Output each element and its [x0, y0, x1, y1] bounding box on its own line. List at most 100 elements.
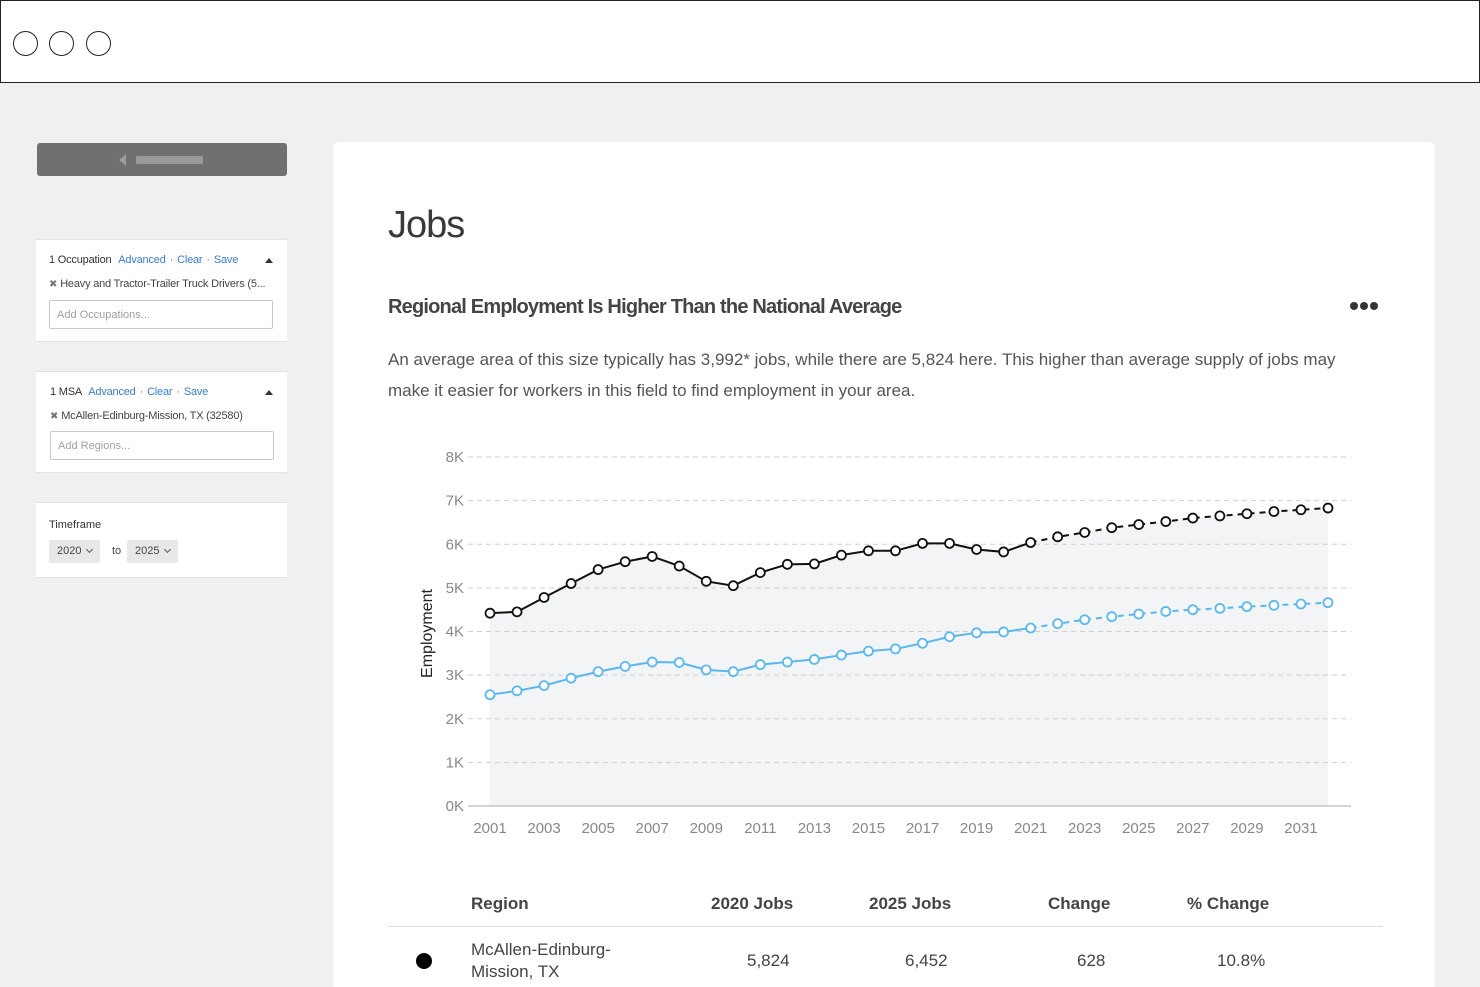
series-1-point: [863, 645, 874, 657]
back-arrow-icon: [119, 154, 126, 166]
table-header-change[interactable]: Change: [1048, 894, 1111, 913]
collapse-caret-icon[interactable]: [265, 390, 273, 395]
y-tick-label: 4K: [446, 624, 464, 641]
series-1-point: [484, 689, 496, 701]
series-1-point: [808, 654, 820, 665]
y-axis-label: Employment: [419, 588, 436, 677]
timeframe-from-select[interactable]: 2020: [49, 540, 101, 563]
series-1-point: [1160, 606, 1172, 617]
series-1-point: [1187, 604, 1199, 616]
remove-x-icon[interactable]: ✖: [50, 411, 59, 422]
series-0-point: [863, 545, 874, 557]
series-1-point: [1295, 598, 1307, 610]
series-1-point: [727, 666, 739, 678]
series-0-point: [1295, 504, 1307, 516]
window-minimize-button[interactable]: [49, 31, 74, 56]
section-title: Regional Employment Is Higher Than the N…: [388, 296, 902, 318]
region-clear-link[interactable]: Clear: [147, 386, 173, 398]
region-filter-header: 1 MSA Advanced · Clear · Save: [50, 386, 209, 398]
y-tick-label: 3K: [446, 667, 464, 684]
occupation-clear-link[interactable]: Clear: [177, 254, 203, 266]
occupation-save-link[interactable]: Save: [213, 254, 239, 266]
series-1-point: [700, 664, 712, 676]
series-0-point: [484, 607, 496, 619]
series-0-point: [1268, 506, 1280, 517]
series-0-point: [1160, 516, 1172, 527]
add-regions-input[interactable]: [50, 431, 274, 460]
x-tick-label: 2029: [1230, 820, 1263, 837]
series-1-point: [1052, 618, 1064, 630]
more-options-icon[interactable]: [1350, 302, 1380, 314]
series-1-point: [971, 627, 982, 639]
x-tick-label: 2001: [473, 820, 506, 837]
table-header-2020-jobs[interactable]: 2020 Jobs: [711, 894, 794, 913]
region-advanced-link[interactable]: Advanced: [88, 386, 136, 398]
series-1-point: [1106, 611, 1118, 623]
series-0-point: [917, 537, 928, 549]
remove-x-icon[interactable]: ✖: [49, 279, 58, 290]
collapse-caret-icon[interactable]: [265, 258, 273, 263]
x-tick-label: 2015: [852, 820, 885, 837]
add-occupations-input[interactable]: [49, 300, 273, 329]
employment-line-chart: 0K 1K 2K 3K 4K 5K 6K 7K 8K 2001 2003 2005 2007 2009 20…: [419, 449, 1351, 837]
y-tick-label: 0K: [446, 798, 464, 815]
window-maximize-button[interactable]: [86, 31, 111, 56]
x-tick-label: 2019: [960, 820, 993, 837]
chart-area-fill: [490, 508, 1328, 806]
page-title: Jobs: [388, 204, 465, 246]
series-0-point: [700, 575, 712, 587]
table-header-region[interactable]: Region: [471, 894, 529, 913]
x-tick-label: 2017: [906, 820, 939, 837]
occupation-advanced-link[interactable]: Advanced: [118, 254, 166, 266]
series-0-point: [836, 549, 847, 561]
y-tick-label: 6K: [446, 536, 464, 553]
back-label-placeholder: [136, 156, 203, 164]
series-1-point: [998, 626, 1010, 638]
series-1-point: [1241, 601, 1253, 613]
series-1-point: [511, 685, 523, 697]
y-tick-label: 8K: [446, 449, 464, 466]
x-tick-label: 2007: [636, 820, 669, 837]
timeframe-from-value: 2020: [57, 545, 82, 557]
series-1-point: [781, 656, 793, 668]
series-1-point: [619, 661, 631, 672]
series-1-point: [944, 631, 955, 643]
chevron-down-icon: [86, 545, 94, 554]
main-panel: Jobs Regional Employment Is Higher Than …: [333, 142, 1435, 987]
series-0-point: [944, 537, 955, 549]
y-tick-label: 2K: [446, 711, 464, 728]
timeframe-to-select[interactable]: 2025: [127, 540, 179, 563]
x-tick-label: 2013: [798, 820, 831, 837]
series-1-point: [565, 672, 577, 684]
series-1-point: [1079, 614, 1091, 626]
series-0-point: [808, 558, 820, 570]
window-close-button[interactable]: [13, 31, 38, 56]
table-cell-2025-jobs: 6,452: [905, 951, 948, 970]
region-count-label: 1 MSA: [50, 386, 82, 398]
x-tick-label: 2021: [1014, 820, 1047, 837]
series-0-point: [619, 556, 631, 568]
occupation-filter-card: 1 Occupation Advanced · Clear · Save ✖ Heavy …: [36, 239, 287, 342]
table-cell-region: McAllen-Edinburg-Mission, TX: [471, 940, 611, 981]
x-tick-label: 2031: [1284, 820, 1317, 837]
series-1-point: [1025, 622, 1037, 634]
region-save-link[interactable]: Save: [183, 386, 209, 398]
series-1-point: [836, 649, 847, 661]
table-header-pct-change[interactable]: % Change: [1187, 894, 1270, 913]
region-chip[interactable]: ✖ McAllen-Edinburg-Mission, TX (32580): [50, 410, 243, 422]
series-0-point: [511, 606, 523, 618]
x-tick-label: 2025: [1122, 820, 1155, 837]
back-button[interactable]: [37, 143, 287, 176]
occupation-chip[interactable]: ✖ Heavy and Tractor-Trailer Truck Drivers…: [49, 278, 266, 290]
series-0-point: [1106, 522, 1118, 534]
series-1-point: [1322, 597, 1334, 609]
series-1-point: [592, 666, 604, 678]
series-1-point: [673, 657, 685, 668]
occupation-filter-header: 1 Occupation Advanced · Clear · Save: [49, 254, 239, 266]
table-header-2025-jobs[interactable]: 2025 Jobs: [869, 894, 952, 913]
y-tick-label: 5K: [446, 580, 464, 597]
occupation-count-label: 1 Occupation: [49, 254, 112, 266]
series-0-point: [781, 558, 793, 570]
series-0-point: [754, 567, 766, 579]
section-description: An average area of this size typically h…: [388, 350, 1336, 400]
